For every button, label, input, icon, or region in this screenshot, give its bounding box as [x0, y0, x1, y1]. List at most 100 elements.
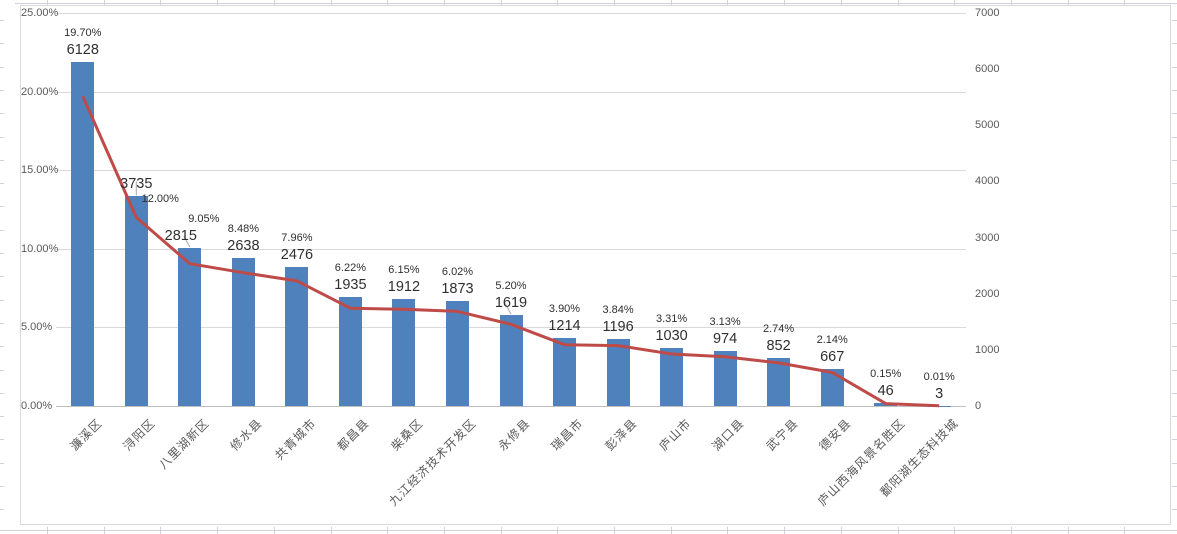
right-axis-tick-label: 1000	[975, 343, 1000, 356]
bar-0[interactable]	[71, 62, 95, 406]
bar-8[interactable]	[499, 315, 523, 406]
worksheet-row-tick	[1172, 113, 1177, 115]
worksheet-row-tick	[1172, 276, 1177, 278]
percent-label-12: 3.13%	[709, 316, 741, 329]
left-axis-tick-label: 15.00%	[21, 164, 59, 177]
bar-14[interactable]	[820, 368, 844, 406]
worksheet-column-tick	[1067, 0, 1069, 6]
worksheet-row-tick	[1172, 486, 1177, 487]
right-axis-tick-label: 6000	[975, 63, 1000, 76]
bar-value-label-12: 974	[712, 331, 738, 348]
worksheet-row-tick	[1172, 392, 1177, 394]
worksheet-column-tick	[670, 527, 672, 534]
worksheet-column-tick	[217, 0, 219, 6]
percent-label-8: 5.20%	[495, 280, 527, 293]
worksheet-row-tick	[1172, 346, 1177, 348]
category-label-10: 彭泽县	[602, 416, 641, 454]
worksheet-column-tick	[557, 527, 559, 534]
bar-3[interactable]	[231, 257, 255, 406]
left-axis-tick-label: 20.00%	[21, 85, 59, 98]
worksheet-row-tick	[1172, 66, 1177, 68]
right-axis-tick-label: 4000	[975, 175, 1000, 188]
worksheet-column-tick	[160, 527, 162, 534]
bar-value-label-10: 1196	[602, 318, 634, 335]
category-label-12: 湖口县	[709, 416, 748, 454]
category-label-2: 八里湖新区	[155, 416, 212, 472]
worksheet-row-tick	[0, 113, 4, 115]
worksheet-row-tick	[1172, 229, 1177, 231]
worksheet-row-tick	[1172, 253, 1177, 254]
category-label-14: 德安县	[816, 416, 855, 454]
left-axis-tick-label: 25.00%	[21, 7, 59, 19]
bar-5[interactable]	[338, 297, 362, 406]
worksheet-row-tick	[0, 159, 4, 161]
bar-value-label-4: 2476	[280, 247, 314, 263]
right-axis-tick-label: 2000	[975, 287, 1000, 300]
worksheet-row-tick	[1172, 369, 1177, 371]
category-label-8: 永修县	[495, 416, 533, 454]
left-axis-tick-label: 5.00%	[21, 321, 53, 334]
chart-object[interactable]: 0.00% 5.00% 10.00% 15.00% 20.00% 25.00% 0 1000…	[20, 5, 1171, 525]
worksheet-row-tick	[1172, 462, 1177, 464]
bar-value-label-6: 1912	[387, 278, 421, 295]
percent-label-14: 2.14%	[816, 333, 848, 346]
worksheet-column-tick	[1124, 0, 1126, 6]
worksheet-column-tick	[557, 0, 559, 6]
worksheet-row-tick	[0, 486, 4, 487]
percent-label-1: 12.00%	[141, 193, 179, 206]
bar-6[interactable]	[392, 298, 416, 406]
right-axis-tick-label: 7000	[975, 7, 1000, 19]
bar-value-label-1: 3735	[120, 176, 153, 193]
bar-value-label-15: 46	[877, 383, 894, 400]
bar-4[interactable]	[285, 267, 309, 406]
worksheet-column-tick	[1067, 527, 1069, 534]
worksheet-row-tick	[0, 229, 4, 231]
bar-value-label-11: 1030	[655, 328, 688, 345]
worksheet-row-tick	[0, 346, 4, 348]
percent-label-10: 3.84%	[602, 303, 634, 316]
bar-11[interactable]	[660, 348, 684, 406]
worksheet-column-tick	[47, 0, 48, 6]
worksheet-row-tick	[0, 369, 4, 371]
bar-12[interactable]	[713, 351, 737, 406]
percent-label-5: 6.22%	[334, 262, 366, 275]
percent-label-7: 6.02%	[441, 265, 474, 278]
worksheet-column-tick	[1010, 0, 1012, 6]
worksheet-row-tick	[0, 20, 4, 21]
worksheet-column-tick	[954, 0, 956, 6]
percent-label-4: 7.96%	[281, 232, 313, 244]
bar-13[interactable]	[767, 358, 791, 406]
bar-value-label-9: 1214	[548, 317, 581, 334]
bar-9[interactable]	[553, 337, 576, 406]
bar-15[interactable]	[874, 403, 898, 406]
worksheet-row-tick	[1172, 183, 1177, 185]
major-gridline	[56, 91, 966, 93]
bar-value-label-5: 1935	[334, 277, 367, 294]
percent-label-11: 3.31%	[655, 313, 688, 326]
worksheet-column-tick	[217, 527, 219, 534]
worksheet-row-tick	[1172, 439, 1177, 441]
worksheet-column-tick	[443, 0, 445, 6]
category-label-11: 庐山市	[656, 416, 694, 454]
percent-label-15: 0.15%	[870, 368, 902, 381]
worksheet-column-tick	[840, 527, 842, 534]
bar-value-label-3: 2638	[227, 237, 260, 254]
category-label-13: 武宁县	[763, 416, 801, 454]
worksheet-row-tick	[1172, 509, 1177, 511]
x-axis-line	[56, 406, 966, 407]
category-label-0: 濂溪区	[67, 416, 105, 454]
worksheet-column-tick	[387, 0, 389, 6]
worksheet-column-tick	[897, 0, 899, 6]
worksheet-column-tick	[727, 0, 729, 6]
bar-10[interactable]	[606, 338, 630, 406]
worksheet-row-tick	[0, 439, 4, 441]
bar-2[interactable]	[178, 248, 202, 406]
worksheet-column-tick	[727, 527, 729, 534]
worksheet-row-tick	[1172, 136, 1177, 138]
worksheet-column-tick	[897, 527, 899, 534]
bar-7[interactable]	[446, 300, 469, 406]
worksheet-column-tick	[387, 527, 389, 534]
worksheet-row-tick	[0, 462, 4, 464]
worksheet-column-tick	[1010, 527, 1012, 534]
